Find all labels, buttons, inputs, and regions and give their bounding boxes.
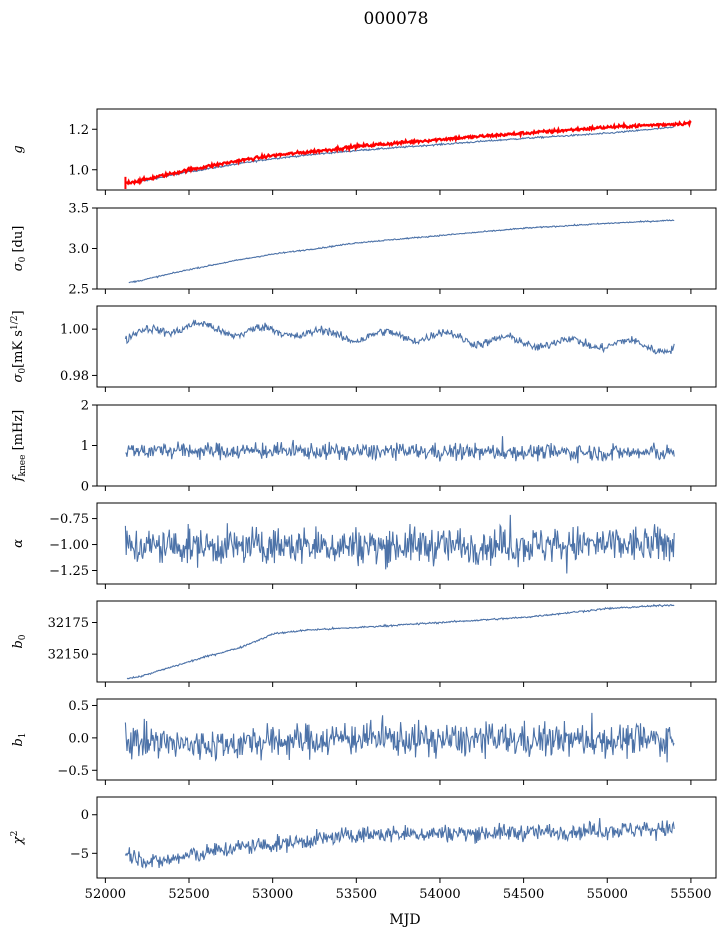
- y-axis-label-sigma0-mk: σ0[mK s1/2]: [10, 310, 28, 382]
- y-axis-label-g: g: [11, 145, 26, 153]
- panel-frame: [96, 305, 717, 388]
- y-tick-label: 0: [81, 808, 89, 823]
- panel-sigma0-mk: 0.98 1.00 σ0[mK s1/2]: [10, 305, 717, 392]
- series-line-g-data: [124, 119, 692, 186]
- series-line-b1-0: [124, 712, 675, 763]
- panel-frame: [96, 502, 717, 585]
- x-tick-label: 54500: [503, 887, 544, 902]
- y-tick-label: −5: [70, 847, 89, 862]
- y-axis-label-fknee: fknee [mHz]: [11, 410, 28, 483]
- x-tick-label: 54000: [419, 887, 460, 902]
- y-tick-label: −1.00: [49, 538, 89, 553]
- x-tick-label: 53000: [252, 887, 293, 902]
- panel-fknee: 0 1 2 fknee [mHz]: [11, 399, 717, 495]
- panels: 1.0 1.2 g 2.5 3.0 3.5 σ0 [du] 0.98 1.00 σ0[mK s1/…: [10, 108, 717, 902]
- series-line-g-model: [125, 126, 675, 184]
- panel-g: 1.0 1.2 g: [11, 108, 717, 195]
- y-tick-label: 0.0: [68, 731, 89, 746]
- series-line-sigma0-mk-0: [124, 319, 675, 355]
- series-line-b0-0: [126, 603, 675, 680]
- y-tick-label: 1.00: [60, 323, 89, 338]
- panel-alpha: −1.25 −1.00 −0.75 α: [11, 502, 717, 589]
- panel-frame: [96, 698, 717, 781]
- y-tick-label: 32175: [48, 616, 89, 631]
- x-tick-label: 52000: [85, 887, 126, 902]
- series-line-fknee-0: [125, 436, 675, 464]
- y-tick-label: 0.98: [60, 369, 89, 384]
- x-tick-label: 52500: [168, 887, 209, 902]
- y-tick-label: 1: [81, 439, 89, 454]
- y-tick-label: 32150: [48, 648, 89, 663]
- y-tick-label: −1.25: [49, 564, 89, 579]
- y-tick-label: 1.0: [68, 163, 89, 178]
- y-tick-label: −0.5: [57, 764, 89, 779]
- y-axis-label-b0: b0: [11, 634, 28, 648]
- y-tick-label: 0: [81, 480, 89, 495]
- panel-b0: 32150 32175 b0: [11, 600, 717, 687]
- y-tick-label: 0.5: [68, 699, 89, 714]
- x-axis-label: MJD: [389, 912, 420, 928]
- y-axis-label-alpha: α: [11, 539, 26, 548]
- y-axis-label-sigma0-du: σ0 [du]: [11, 226, 28, 272]
- x-tick-label: 55000: [587, 887, 628, 902]
- panel-b1: −0.5 0.0 0.5 b1: [11, 698, 717, 785]
- series-line-sigma0-du-0: [128, 219, 675, 284]
- figure-title: 000078: [364, 9, 429, 29]
- panel-frame: [96, 600, 717, 683]
- y-tick-label: −0.75: [49, 512, 89, 527]
- y-tick-label: 3.0: [68, 242, 89, 257]
- series-line-chi2-0: [124, 817, 675, 869]
- y-tick-label: 2: [81, 399, 89, 414]
- panel-frame: [96, 207, 717, 290]
- y-axis-label-chi2: χ2: [10, 831, 26, 846]
- panel-frame: [96, 796, 717, 879]
- x-tick-label: 53500: [336, 887, 377, 902]
- panel-sigma0-du: 2.5 3.0 3.5 σ0 [du]: [11, 202, 717, 298]
- y-tick-label: 1.2: [68, 123, 89, 138]
- x-tick-label: 55500: [670, 887, 711, 902]
- y-tick-label: 2.5: [68, 283, 89, 298]
- y-tick-label: 3.5: [68, 202, 89, 217]
- panel-chi2: −5 0 52000 52500 53000 53500 54000 54500 55000 55…: [10, 796, 717, 902]
- y-axis-label-b1: b1: [11, 732, 28, 746]
- panel-frame: [96, 108, 717, 191]
- series-line-alpha-0: [124, 514, 675, 574]
